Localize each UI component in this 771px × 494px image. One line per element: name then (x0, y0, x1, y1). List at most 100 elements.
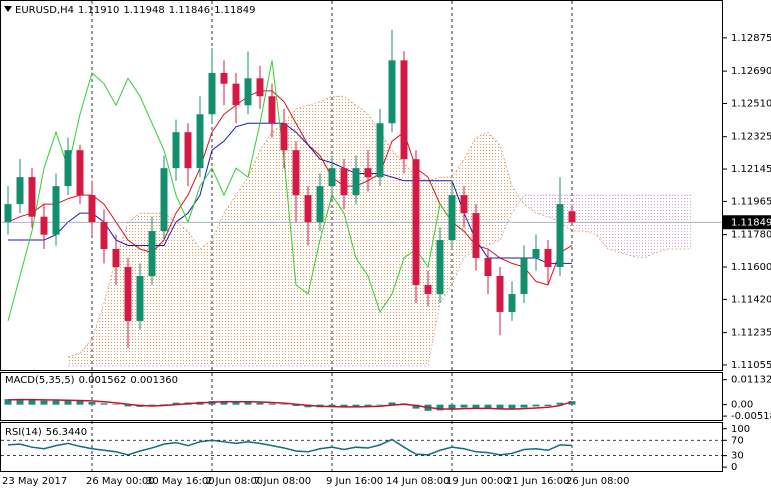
candle-body (292, 150, 300, 196)
x-tick-label: 19 Jun 00:00 (446, 476, 510, 487)
symbol: EURUSD,H4 (15, 5, 74, 16)
y-tick-label: 1.12510 (731, 98, 771, 109)
candle-body (448, 195, 456, 241)
candle-body (352, 168, 360, 196)
macd-bar (460, 404, 468, 408)
macd-bar (112, 404, 120, 405)
macd-bar (496, 404, 504, 410)
candle-body (112, 249, 120, 268)
span-b (68, 194, 692, 367)
candle-body (196, 114, 204, 169)
cloud-fill (500, 144, 512, 241)
main-frame (0, 0, 723, 371)
macd-bar (256, 402, 264, 405)
y-tick-label: 0.00 (731, 400, 753, 411)
candle-body (268, 96, 276, 124)
macd-bar (376, 404, 384, 406)
cloud-fill (644, 195, 656, 259)
cloud-fill (536, 195, 548, 217)
candle-body (160, 168, 168, 232)
cloud-fill (584, 195, 596, 235)
rsi-line (7, 438, 573, 456)
x-tick-label: 2 Jun 08:00 (206, 476, 263, 487)
x-tick-label: 21 Jun 16:00 (506, 476, 570, 487)
cloud-fill (92, 302, 104, 366)
candle-body (376, 123, 384, 178)
y-tick-label: 100 (731, 424, 750, 435)
cloud-fill (272, 123, 284, 366)
macd-bar (556, 402, 564, 405)
y-tick-label: 1.11780 (731, 230, 771, 241)
candle-body (424, 284, 432, 294)
cloud-fill (200, 240, 212, 366)
macd-bar (220, 401, 228, 405)
candle-body (388, 60, 396, 124)
x-tick-label: 9 Jun 16:00 (326, 476, 383, 487)
x-tick-label: 7 Jun 08:00 (254, 476, 311, 487)
high: 1.11948 (123, 5, 164, 16)
cloud-fill (512, 186, 524, 214)
cloud-fill (164, 213, 176, 366)
candle-body (88, 195, 96, 223)
macd-bar (244, 402, 252, 405)
y-tick-label: 1.12875 (731, 33, 771, 44)
rsi-value: 56.3440 (46, 427, 87, 438)
cloud-fill (488, 132, 500, 246)
macd-frame (0, 372, 723, 421)
candle-body (76, 150, 84, 196)
macd-bar (280, 404, 288, 405)
candle-body (460, 195, 468, 214)
candle-body (208, 72, 216, 115)
macd-bar (448, 404, 456, 409)
y-tick-label: 1.11965 (731, 196, 771, 207)
candle-body (508, 293, 516, 312)
y-tick-label: 70 (731, 435, 744, 446)
candle-body (400, 60, 408, 160)
candle-body (340, 168, 348, 196)
cloud-fill (308, 101, 320, 366)
cloud-fill (656, 195, 668, 253)
close: 1.11849 (214, 5, 255, 16)
macd-bar (268, 403, 276, 405)
y-tick-label: 1.12145 (731, 164, 771, 175)
macd-value: 0.001562 (79, 375, 127, 386)
macd-bar (28, 399, 36, 405)
macd-bar (472, 404, 480, 408)
candle-body (136, 275, 144, 321)
macd-title: MACD(5,35,5) (5, 375, 75, 386)
candle-body (436, 240, 444, 294)
cloud-fill (344, 96, 356, 366)
candle-body (64, 150, 72, 187)
candle-body (544, 249, 552, 268)
candle-body (556, 204, 564, 268)
y-tick-label: 0.011322 (731, 375, 771, 386)
macd-bar (4, 399, 12, 405)
x-tick-label: 26 May 00:00 (86, 476, 155, 487)
candle-body (148, 231, 156, 276)
macd-bar (232, 402, 240, 405)
macd-bar (16, 398, 24, 405)
macd-bar (64, 400, 72, 405)
macd-bar (124, 404, 132, 407)
cloud-fill (68, 353, 80, 366)
cloud-fill (320, 96, 332, 366)
candle-body (304, 195, 312, 223)
x-tick-label: 14 Jun 08:00 (386, 476, 450, 487)
cloud-fill (176, 222, 188, 366)
macd-bar (568, 401, 576, 405)
cloud-fill (236, 177, 248, 366)
macd-bar (100, 403, 108, 405)
macd-bar (340, 404, 348, 407)
cloud-fill (128, 213, 140, 366)
macd-bar (160, 404, 168, 405)
macd-bar (352, 404, 360, 407)
macd-bar (364, 404, 372, 407)
candle-body (244, 78, 252, 106)
y-tick-label: 1.11420 (731, 294, 771, 305)
macd-bar (76, 400, 84, 405)
header: EURUSD,H4 1.11910 1.11948 1.11846 1.11849 (15, 5, 255, 16)
y-tick-label: 1.12690 (731, 66, 771, 77)
candle-body (28, 177, 36, 217)
candle-body (280, 123, 288, 151)
